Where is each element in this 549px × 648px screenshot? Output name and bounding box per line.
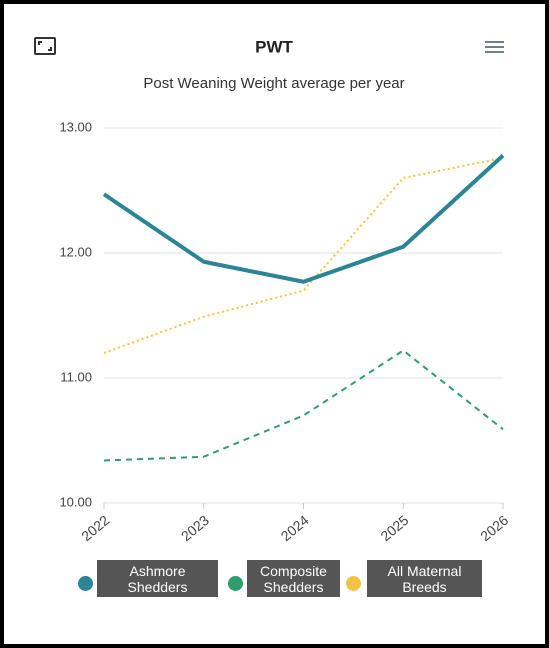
legend-label[interactable]: All Maternal Breeds xyxy=(367,560,482,597)
x-tick-label: 2023 xyxy=(178,512,212,544)
y-tick-label: 12.00 xyxy=(59,244,92,259)
chart-title: Post Weaning Weight average per year xyxy=(143,75,404,92)
legend-label[interactable]: Composite Shedders xyxy=(247,560,340,597)
series-line xyxy=(102,154,505,284)
legend-label[interactable]: Ashmore Shedders xyxy=(97,560,218,597)
series-line xyxy=(103,157,504,354)
legend-marker[interactable] xyxy=(78,576,93,591)
x-tick-label: 2026 xyxy=(477,512,511,544)
y-tick-label: 10.00 xyxy=(59,494,92,509)
x-tick-label: 2025 xyxy=(377,512,411,544)
x-tick-label: 2024 xyxy=(278,512,312,544)
x-tick-label: 2022 xyxy=(78,512,112,544)
chart-header: PWT xyxy=(255,37,293,56)
legend-marker[interactable] xyxy=(346,576,361,591)
menu-icon[interactable] xyxy=(485,41,504,53)
series-line xyxy=(103,349,504,462)
expand-icon[interactable] xyxy=(34,37,56,55)
y-tick-label: 13.00 xyxy=(59,119,92,134)
legend-marker[interactable] xyxy=(228,576,243,591)
y-tick-label: 11.00 xyxy=(60,369,92,384)
